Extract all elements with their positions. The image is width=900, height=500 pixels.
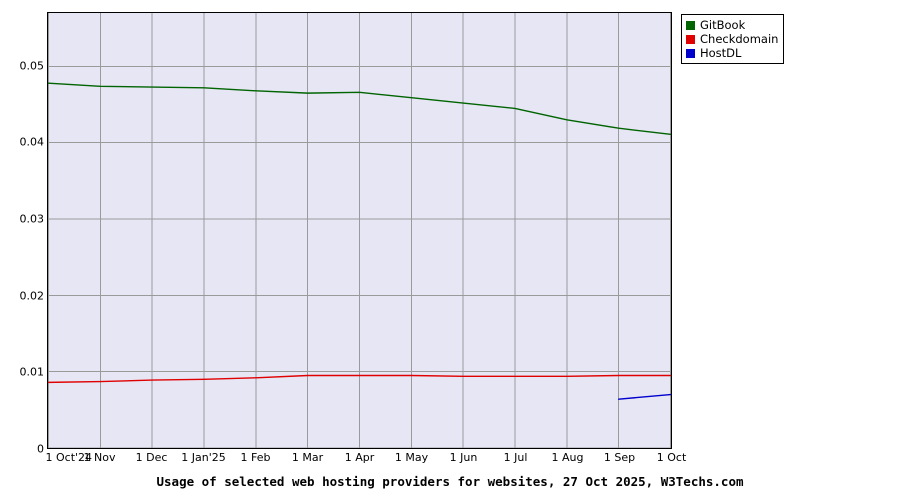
x-tick-label: 1 Oct'24 [45, 451, 93, 464]
x-tick-label: 1 Oct [656, 451, 687, 464]
x-tick-label: 1 Aug [551, 451, 584, 464]
chart-caption: Usage of selected web hosting providers … [156, 474, 744, 489]
chart-legend: GitBook Checkdomain HostDL [681, 14, 785, 64]
legend-swatch-icon [686, 34, 695, 44]
x-tick-label: 1 Nov [83, 451, 116, 464]
legend-swatch-icon [686, 48, 695, 58]
legend-swatch-icon [686, 20, 695, 30]
legend-item: GitBook [686, 18, 778, 32]
x-tick-label: 1 Apr [344, 451, 375, 464]
y-tick-label: 0.01 [19, 365, 45, 379]
x-tick-label: 1 Feb [240, 451, 271, 464]
x-tick-label: 1 Jan'25 [181, 451, 226, 464]
y-tick-label: 0.05 [19, 59, 45, 73]
series-lines [48, 82, 671, 400]
x-tick-label: 1 Jun [449, 451, 478, 464]
x-tick-label: 1 Sep [603, 451, 636, 464]
y-tick-label: 0 [37, 442, 44, 456]
legend-item: HostDL [686, 46, 778, 60]
y-tick-label: 0.04 [19, 135, 45, 149]
x-tick-label: 1 Jul [503, 451, 528, 464]
x-tick-label: 1 Dec [135, 451, 168, 464]
x-axis: 1 Oct'24 1 Nov 1 Dec 1 Jan'25 1 Feb 1 Mar 1 Ap… [45, 451, 687, 467]
legend-item: Checkdomain [686, 32, 778, 46]
x-tick-label: 1 May [394, 451, 429, 464]
x-tick-label: 1 Mar [291, 451, 324, 464]
legend-label: HostDL [700, 46, 742, 60]
legend-label: Checkdomain [700, 32, 779, 46]
plot-area [47, 12, 672, 449]
y-axis: 0 0.01 0.02 0.03 0.04 0.05 [0, 12, 45, 454]
legend-label: GitBook [700, 18, 746, 32]
y-tick-label: 0.02 [19, 289, 45, 303]
y-tick-label: 0.03 [19, 212, 45, 226]
